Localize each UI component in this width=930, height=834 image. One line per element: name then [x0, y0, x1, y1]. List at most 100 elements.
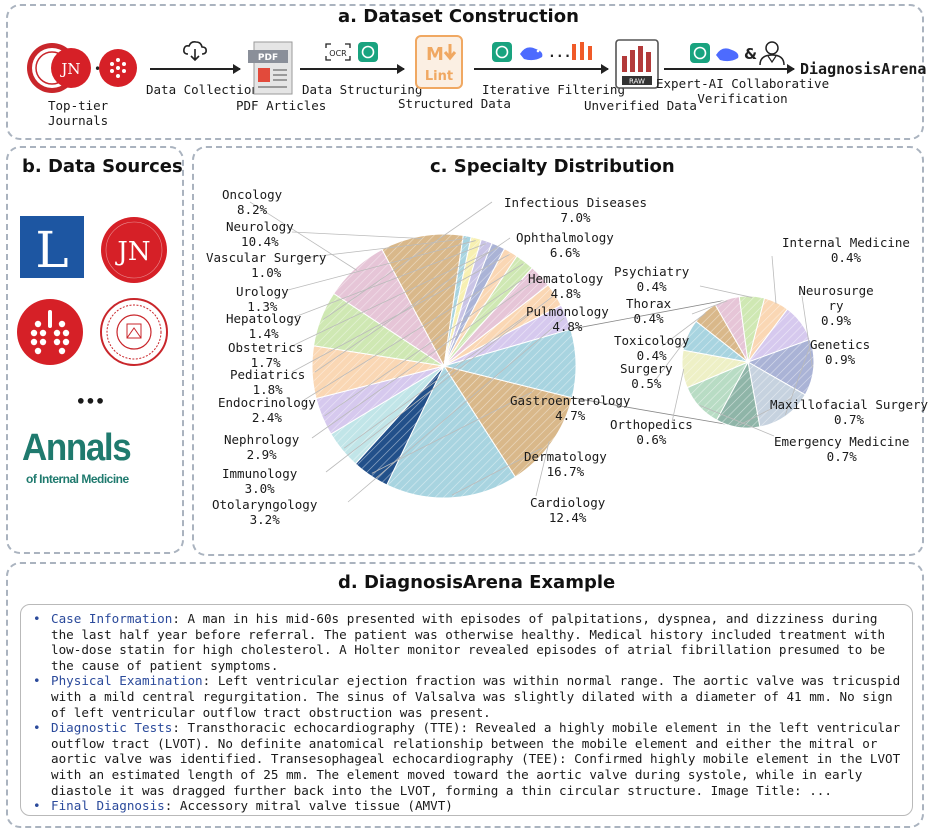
label-pulmonology-value: 4.8% [552, 319, 583, 334]
label-gastro-value: 4.7% [555, 408, 586, 423]
label-hematology: Hematology 4.8% [528, 271, 603, 301]
label-ophthalmology-name: Ophthalmology [516, 230, 614, 245]
label-emergency: Emergency Medicine 0.7% [774, 434, 909, 464]
main-slice-hatch [316, 366, 444, 435]
leader-line-sub-orthopedics [671, 368, 685, 423]
label-nephrology-name: Nephrology [224, 432, 300, 447]
leader-line-sub-psychiatry [699, 285, 753, 298]
label-nephrology-value: 2.9% [246, 447, 277, 462]
label-oncology-name: Oncology [222, 187, 283, 202]
label-internal-name: Internal Medicine [782, 235, 910, 250]
journals-cluster-icon: JN ••• [27, 43, 137, 93]
sub-slice-hatch [715, 296, 748, 362]
jn-logo-text: JN [114, 237, 150, 267]
sub-slice-hatch [739, 296, 765, 362]
leader-line-pediatrics [291, 254, 510, 373]
main-slice-hatch [444, 243, 505, 366]
bullet: • [33, 673, 41, 689]
label-thorax-name: Thorax [626, 296, 672, 311]
leader-line-nephrology [311, 277, 539, 439]
bullet: • [33, 720, 41, 736]
example-key: Case Information [51, 611, 173, 626]
arrow-1 [150, 64, 241, 74]
label-hepatology: Hepatology 1.4% [226, 311, 301, 341]
example-text: : A man in his mid-60s presented with ep… [51, 611, 886, 673]
bullet: • [33, 798, 41, 814]
annals-logo-subtitle: of Internal Medicine [26, 472, 129, 486]
llm-models-icon: ... [492, 42, 592, 62]
arrow-2 [300, 64, 405, 74]
raw-data-icon: RAW [615, 39, 659, 89]
main-slice-hatch [444, 267, 549, 366]
leader-line-otolaryngology [347, 317, 565, 503]
label-surgery-value: 0.5% [631, 376, 662, 391]
label-immunology-value: 3.0% [244, 481, 275, 496]
example-diagnostic-tests: • Diagnostic Tests: Transthoracic echocar… [33, 720, 902, 798]
filtering-label: Iterative Filtering [482, 82, 625, 97]
label-hepatology-value: 1.4% [248, 326, 279, 341]
label-obstetrics-name: Obstetrics [228, 340, 304, 355]
annals-logo-text: Annals [22, 427, 132, 469]
label-oncology-value: 8.2% [237, 202, 268, 217]
journals-label: Top-tier Journals [48, 98, 109, 128]
label-infectious-diseases: Infectious Diseases 7.0% [504, 195, 647, 225]
main-slice-hatch [444, 284, 562, 366]
leader-line-immunology [325, 295, 554, 473]
main-slice-hatch [333, 249, 444, 366]
main-slice-hatch [382, 234, 464, 366]
label-psychiatry-name: Psychiatry [614, 264, 690, 279]
connector-line-1 [570, 295, 749, 330]
openai-icon [358, 42, 378, 62]
label-immunology: Immunology 3.0% [222, 466, 297, 496]
label-toxicology-value: 0.4% [636, 348, 667, 363]
label-neurology: Neurology 10.4% [226, 219, 294, 249]
label-obstetrics: Obstetrics 1.7% [228, 340, 303, 370]
label-psychiatry-value: 0.4% [636, 279, 667, 294]
panel-d-title: d. DiagnosisArena Example [338, 572, 616, 593]
leader-line-sub-neurosurgery [801, 295, 813, 368]
example-final-diagnosis: • Final Diagnosis: Accessory mitral valve… [33, 798, 902, 814]
connector-line-2 [572, 397, 749, 429]
label-pulmonology: Pulmonology 4.8% [526, 304, 609, 334]
leader-line-pulmonology [343, 313, 529, 449]
label-orthopedics-value: 0.6% [636, 432, 667, 447]
label-neurosurgery: Neurosurgery 0.9% [798, 283, 874, 328]
example-text: : Transthoracic echocardiography (TTE): … [51, 720, 901, 798]
label-orthopedics: Orthopedics 0.6% [610, 417, 693, 447]
sub-slice-hatch [716, 362, 760, 428]
label-maxillofacial-value: 0.7% [833, 412, 865, 427]
label-dermatology: Dermatology 16.7% [524, 449, 607, 479]
label-vascular-value: 1.0% [251, 265, 282, 280]
specialty-distribution-panel [192, 146, 924, 556]
label-ophthalmology-value: 6.6% [549, 245, 580, 260]
lung-journal-logo [17, 299, 83, 365]
label-genetics: Genetics 0.9% [810, 337, 870, 367]
label-psychiatry: Psychiatry 0.4% [614, 264, 689, 294]
panel-b-title: b. Data Sources [22, 156, 183, 177]
label-urology-name: Urology [236, 284, 289, 299]
label-infectious-name: Infectious Diseases [504, 195, 647, 210]
collection-label: Data Collection [146, 82, 259, 97]
label-surgery: Surgery 0.5% [620, 361, 673, 391]
leader-line-sub-internal-medicine [771, 255, 777, 304]
main-slice-hatch [444, 329, 576, 398]
example-panel [6, 562, 924, 828]
leader-line-sub-toxicology [661, 312, 706, 347]
label-thorax-value: 0.4% [633, 311, 664, 326]
label-nephrology: Nephrology 2.9% [224, 432, 299, 462]
leader-line-ophthalmology [314, 237, 511, 373]
leader-line-urology [287, 240, 476, 291]
sub-slice-hatch [748, 298, 788, 362]
example-key: Diagnostic Tests [51, 720, 173, 736]
markdown-lint-icon: M Lint [415, 35, 463, 89]
label-cardiology-name: Cardiology [530, 495, 606, 510]
label-obstetrics-value: 1.7% [250, 355, 281, 370]
sub-slice-hatch [748, 362, 806, 427]
lancet-logo: L [20, 216, 84, 278]
unverified-label: Unverified Data [584, 98, 697, 113]
label-hematology-value: 4.8% [550, 286, 581, 301]
leader-line-obstetrics [291, 247, 498, 347]
label-infectious-value: 7.0% [560, 210, 591, 225]
jn-logo: JN [101, 217, 167, 283]
leader-line-hematology [324, 279, 523, 417]
